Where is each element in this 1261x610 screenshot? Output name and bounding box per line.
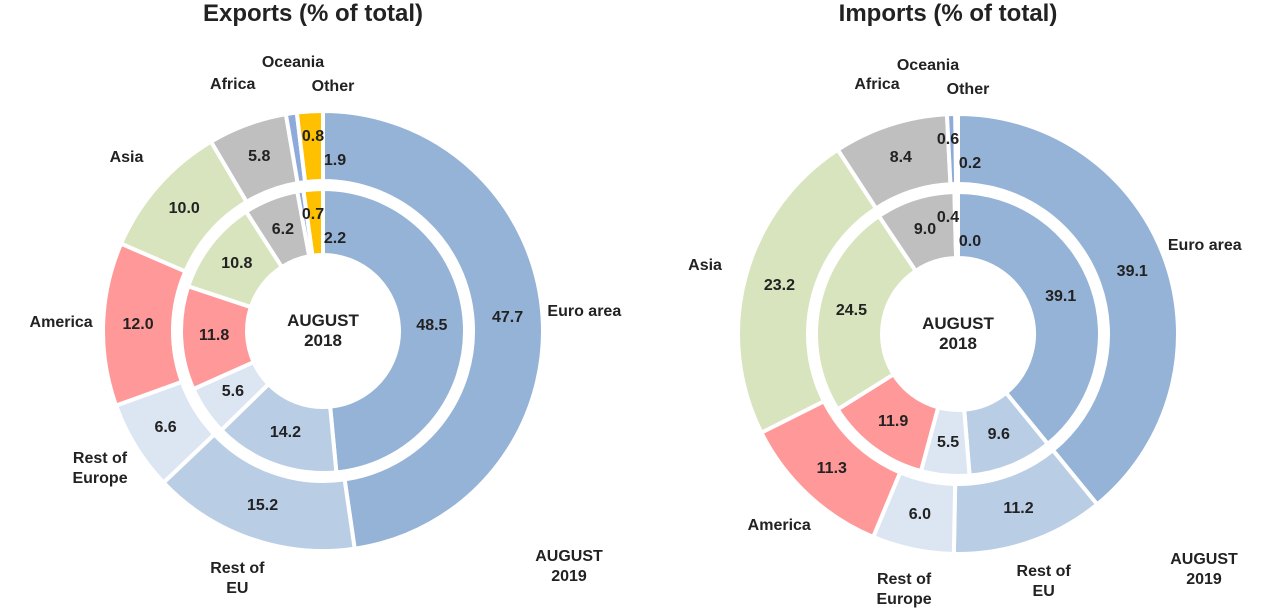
value-label: 5.5 bbox=[936, 433, 960, 451]
value-label: 0.6 bbox=[936, 131, 960, 148]
value-label: 14.2 bbox=[269, 424, 301, 442]
value-label: 39.1 bbox=[1045, 288, 1077, 306]
slice bbox=[321, 108, 545, 551]
value-label: 6.6 bbox=[154, 419, 177, 437]
slice bbox=[301, 186, 325, 258]
value-label: 0.2 bbox=[958, 155, 982, 172]
slice bbox=[956, 111, 1180, 508]
value-label: 0.8 bbox=[301, 128, 325, 145]
value-label: 11.2 bbox=[1003, 499, 1034, 517]
category-label: Rest of Europe bbox=[72, 449, 128, 487]
value-label: 11.3 bbox=[816, 460, 847, 478]
slice bbox=[956, 189, 1102, 447]
value-label: 0.4 bbox=[936, 209, 960, 226]
value-label: 6.0 bbox=[908, 506, 932, 524]
value-label: 11.9 bbox=[877, 412, 909, 430]
series-name: AUGUST 2019 bbox=[535, 548, 603, 585]
value-label: 0.7 bbox=[301, 206, 325, 223]
chart-title: Imports (% of total) bbox=[838, 0, 1058, 27]
value-label: 9.0 bbox=[913, 221, 937, 239]
value-label: 23.2 bbox=[763, 276, 795, 294]
value-label: 1.9 bbox=[323, 152, 347, 169]
slice bbox=[321, 186, 467, 475]
value-label: 48.5 bbox=[416, 316, 448, 334]
value-label: 5.6 bbox=[221, 383, 244, 401]
value-label: 8.4 bbox=[889, 149, 912, 167]
value-label: 10.8 bbox=[221, 255, 253, 273]
value-label: 0.0 bbox=[958, 233, 982, 250]
slice bbox=[952, 189, 960, 261]
slice bbox=[294, 108, 325, 185]
value-label: 2.2 bbox=[323, 230, 347, 247]
value-label: 11.8 bbox=[198, 327, 230, 345]
value-label: 15.2 bbox=[246, 496, 279, 514]
category-label: Rest of EU bbox=[210, 559, 265, 597]
category-label: America bbox=[747, 516, 811, 534]
value-label: 24.5 bbox=[835, 302, 867, 320]
value-label: 5.8 bbox=[248, 148, 271, 166]
slice bbox=[814, 213, 919, 413]
category-label: Rest of Europe bbox=[876, 571, 932, 609]
category-label: Rest of EU bbox=[1016, 562, 1071, 600]
category-label: Africa bbox=[210, 76, 256, 94]
value-label: 39.1 bbox=[1116, 262, 1148, 280]
category-label: Oceania bbox=[261, 54, 325, 71]
slice bbox=[953, 111, 960, 187]
category-label: Other bbox=[311, 78, 355, 95]
category-label: Asia bbox=[109, 148, 144, 166]
value-label: 12.0 bbox=[122, 316, 154, 334]
category-label: Other bbox=[946, 81, 990, 98]
category-label: Asia bbox=[688, 256, 722, 274]
value-label: 10.0 bbox=[168, 199, 200, 217]
category-label: Euro area bbox=[547, 303, 622, 321]
series-name: AUGUST 2019 bbox=[1170, 551, 1238, 588]
value-label: 47.7 bbox=[491, 308, 524, 326]
category-label: America bbox=[29, 313, 93, 331]
category-label: Oceania bbox=[896, 57, 960, 74]
value-label: 9.6 bbox=[987, 426, 1010, 444]
value-label: 6.2 bbox=[271, 220, 294, 238]
series-name: AUGUST 2018 bbox=[922, 314, 994, 353]
category-label: Africa bbox=[854, 75, 900, 93]
series-name: AUGUST 2018 bbox=[287, 311, 359, 350]
category-label: Euro area bbox=[1167, 237, 1242, 255]
chart-title: Exports (% of total) bbox=[203, 0, 423, 27]
